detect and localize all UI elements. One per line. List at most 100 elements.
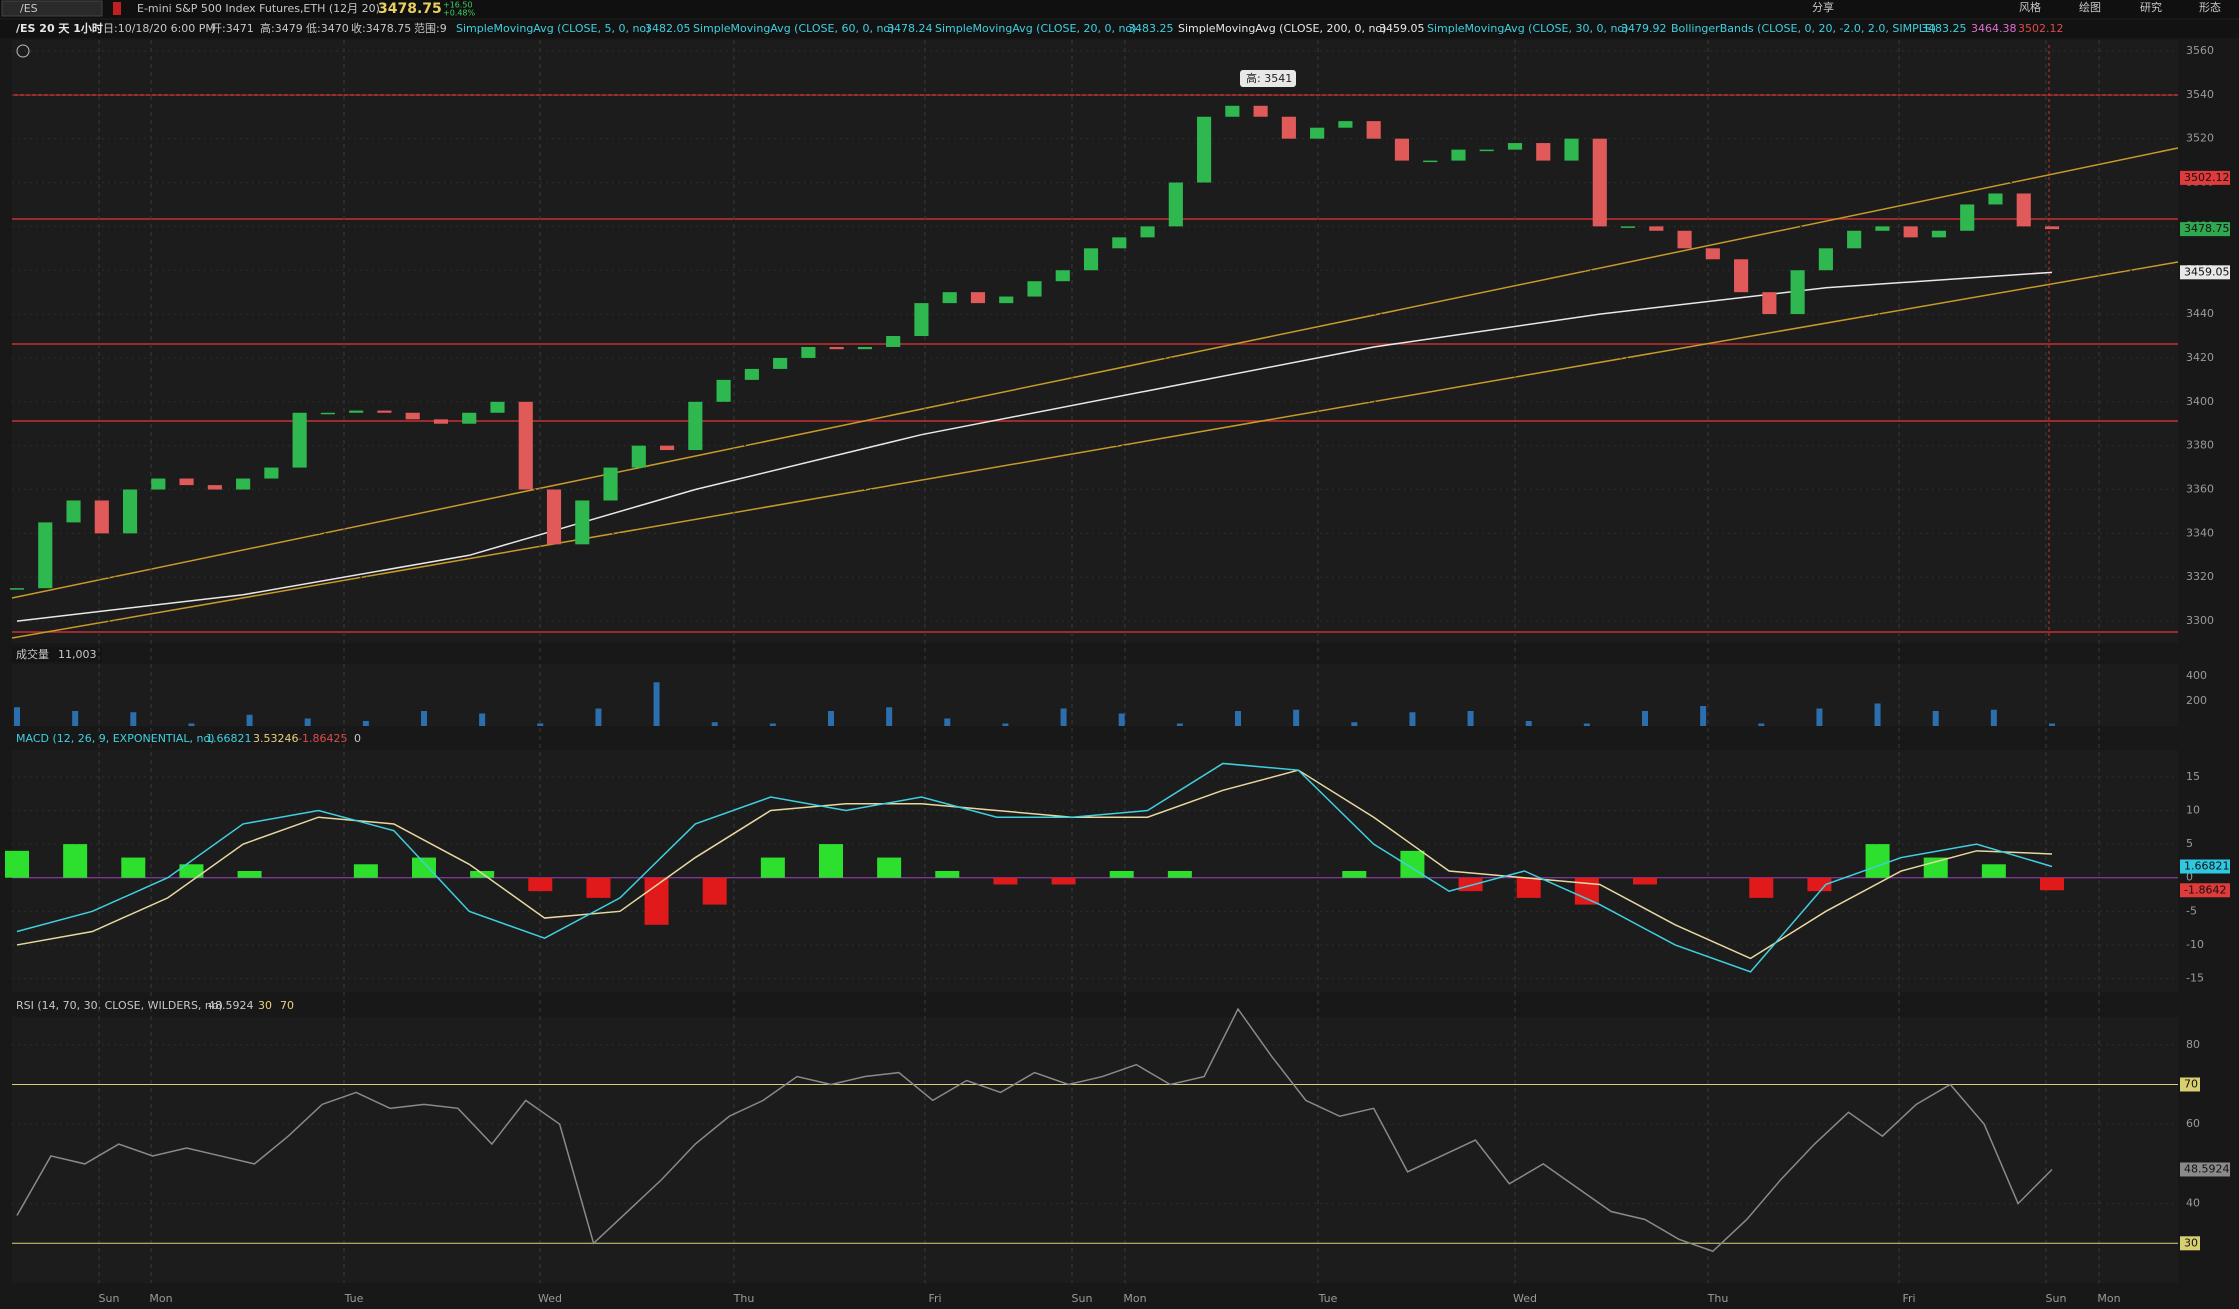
rsi-tick-label: 80	[2186, 1038, 2200, 1051]
volume-bar	[1816, 708, 1823, 726]
macd-bar	[935, 871, 960, 878]
candle	[716, 379, 731, 402]
price-tick-label: 3520	[2186, 132, 2214, 145]
symbol-box[interactable]	[1, 0, 103, 17]
macd-bar	[702, 877, 727, 905]
rsi-tag	[2180, 1162, 2230, 1177]
macd-panel	[12, 750, 2178, 992]
study-name: SimpleMovingAvg (CLOSE, 20, 0, no)	[935, 22, 1136, 35]
candle	[631, 445, 646, 468]
volume-bar	[1583, 723, 1590, 726]
volume-bar	[304, 718, 311, 726]
study-value: 3483.25	[1128, 22, 1174, 35]
bar-low: 低:3470	[306, 22, 349, 35]
candle	[1083, 248, 1099, 271]
macd-bar	[237, 871, 262, 878]
info-icon[interactable]	[16, 44, 30, 58]
volume-bar	[1758, 723, 1765, 726]
x-axis-label: Mon	[149, 1292, 172, 1305]
macd-tick-label: 15	[2186, 770, 2200, 783]
sma200-line	[16, 271, 2053, 622]
candle	[914, 303, 929, 337]
x-axis-label: Mon	[1123, 1292, 1146, 1305]
macd-tick-label: -15	[2186, 972, 2204, 985]
price-tick-label: 3360	[2186, 483, 2214, 496]
rsi-tick-label: 40	[2186, 1197, 2200, 1210]
price-tick-label: 3400	[2186, 395, 2214, 408]
toolbar-button[interactable]: 形态	[2199, 1, 2221, 14]
toolbar-button[interactable]: 绘图	[2079, 0, 2101, 14]
volume-tick-label: 200	[2186, 694, 2207, 707]
macd-bar	[179, 864, 204, 878]
volume-bar	[1002, 723, 1009, 726]
toolbar-button[interactable]: 研究	[2140, 0, 2162, 14]
volume-bar	[1235, 711, 1241, 726]
x-axis-label: Thu	[733, 1292, 755, 1305]
change: +16.50	[443, 1, 473, 10]
x-axis-label: Sun	[2046, 1292, 2067, 1305]
candle	[292, 412, 307, 468]
bar-range: 范围:9	[414, 21, 447, 35]
volume-bar	[1060, 708, 1067, 726]
macd-tick-label: 10	[2186, 804, 2200, 817]
macd-tick-label: -10	[2186, 938, 2204, 951]
x-axis-label: Sun	[99, 1292, 120, 1305]
volume-bar	[362, 721, 369, 726]
symbol[interactable]: /ES	[20, 2, 38, 15]
macd-bar	[121, 857, 146, 878]
candle	[462, 412, 477, 424]
candle	[1649, 226, 1664, 231]
macd-tag	[2180, 859, 2230, 874]
candle	[320, 412, 335, 415]
toolbar-button[interactable]: 风格	[2019, 0, 2041, 14]
study-name: SimpleMovingAvg (CLOSE, 60, 0, no)	[693, 22, 894, 35]
volume-bar	[14, 707, 20, 726]
study-value: 3459.05	[1379, 22, 1425, 35]
price-tag	[2180, 265, 2230, 280]
price-tick-label: 3320	[2186, 570, 2214, 583]
candle	[207, 485, 222, 490]
study-name: SimpleMovingAvg (CLOSE, 200, 0, no)	[1178, 22, 1386, 35]
study-name: SimpleMovingAvg (CLOSE, 5, 0, no)	[456, 22, 650, 35]
macd-bar	[1051, 877, 1076, 885]
price-tick-label: 3380	[2186, 439, 2214, 452]
candle	[942, 292, 957, 304]
macd-bar	[528, 877, 553, 892]
price-tick-label: 3560	[2186, 44, 2214, 57]
macd-bar	[1807, 877, 1832, 892]
description: E-mini S&P 500 Index Futures,ETH (12月 20…	[137, 2, 380, 15]
volume-bar	[886, 707, 893, 726]
macd-bar	[1865, 844, 1890, 878]
candle	[94, 500, 109, 534]
x-axis-label: Mon	[2097, 1292, 2120, 1305]
candle	[1310, 127, 1325, 139]
volume-bar	[246, 714, 253, 726]
macd-bar	[1749, 877, 1774, 898]
volume-bar	[1293, 709, 1300, 726]
volume-bar	[1642, 711, 1648, 726]
candle	[773, 357, 788, 369]
volume-bar	[1409, 712, 1416, 726]
macd-bar	[1574, 877, 1599, 905]
price-tick-label: 3440	[2186, 307, 2214, 320]
macd-bar	[586, 877, 611, 898]
volume-bar	[1525, 721, 1532, 726]
candle	[179, 478, 194, 486]
macd-tag	[2180, 883, 2230, 898]
macd-tag-label: -1.8642	[2184, 883, 2226, 896]
volume-header	[12, 647, 102, 662]
price-tag-label: 3459.05	[2184, 265, 2230, 278]
candle	[999, 296, 1014, 304]
toolbar-button[interactable]: 分享	[1812, 0, 1834, 14]
macd-bar	[760, 857, 785, 878]
macd-bar	[412, 857, 436, 878]
candle	[1564, 138, 1579, 161]
trend-line	[11, 147, 2179, 599]
last-price: 3478.75	[378, 1, 442, 17]
volume-label: 成交量	[16, 647, 49, 661]
macd-line	[16, 762, 2053, 973]
volume-bar	[828, 711, 834, 726]
candle	[1423, 160, 1438, 163]
volume-bar	[1176, 723, 1183, 726]
